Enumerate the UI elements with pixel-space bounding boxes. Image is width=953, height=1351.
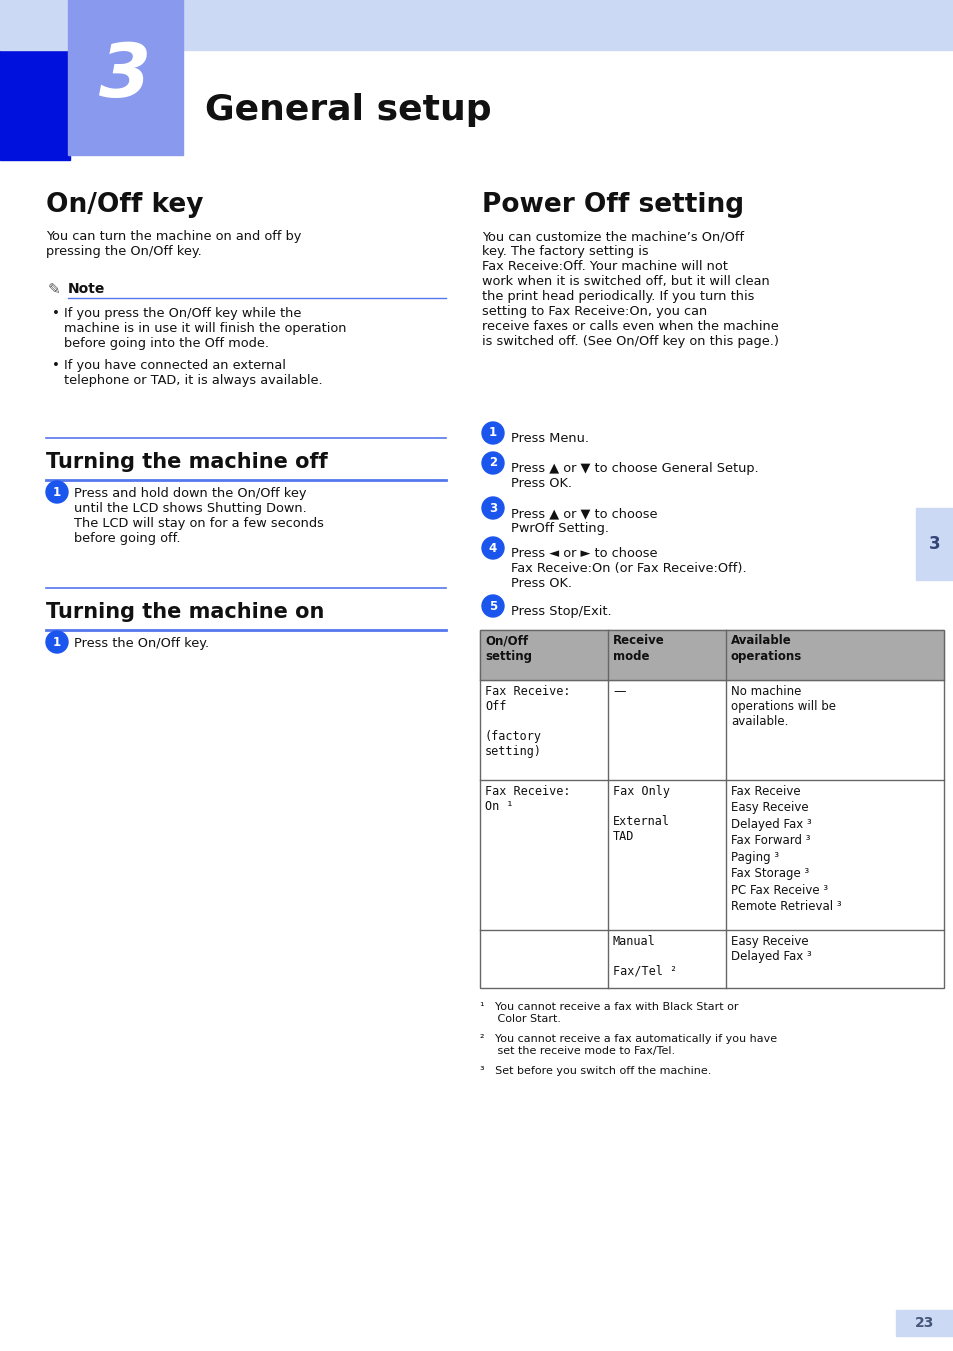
Text: Press and hold down the On/Off key
until the LCD shows Shutting Down.
The LCD wi: Press and hold down the On/Off key until… [74,486,323,544]
Circle shape [481,536,503,559]
Circle shape [481,453,503,474]
Text: •: • [52,307,60,320]
Bar [479,680,943,780]
Text: Manual

Fax/Tel ²: Manual Fax/Tel ² [613,935,677,978]
Text: You can turn the machine on and off by
pressing the On/Off key.: You can turn the machine on and off by p… [46,230,301,258]
Text: Note: Note [68,282,105,296]
Text: 23: 23 [914,1316,934,1329]
Bar [479,929,943,988]
Circle shape [481,594,503,617]
Text: Press the On/Off key.: Press the On/Off key. [74,638,209,650]
Bar [895,1310,953,1336]
Text: ³   Set before you switch off the machine.: ³ Set before you switch off the machine. [479,1066,711,1075]
Circle shape [46,481,68,503]
Text: Press Menu.: Press Menu. [511,432,588,444]
Text: Press ▲ or ▼ to choose General Setup.
Press OK.: Press ▲ or ▼ to choose General Setup. Pr… [511,462,758,490]
Text: Turning the machine off: Turning the machine off [46,453,328,471]
Text: 3: 3 [928,535,940,553]
Circle shape [481,497,503,519]
Text: On/Off key: On/Off key [46,192,203,218]
Text: 2: 2 [489,457,497,470]
Bar [68,0,183,155]
Text: 1: 1 [52,635,61,648]
Text: Easy Receive
Delayed Fax ³: Easy Receive Delayed Fax ³ [730,935,811,963]
Bar [0,0,953,50]
Bar [0,0,70,159]
Bar [479,780,943,929]
Text: Fax Receive
Easy Receive
Delayed Fax ³
Fax Forward ³
Paging ³
Fax Storage ³
PC F: Fax Receive Easy Receive Delayed Fax ³ F… [730,785,841,913]
Bar [479,630,943,680]
Text: 1: 1 [489,427,497,439]
Circle shape [481,422,503,444]
Text: General setup: General setup [205,93,491,127]
Text: •: • [52,359,60,372]
Bar [915,508,953,580]
Text: 1: 1 [52,485,61,499]
Text: Fax Only

External
TAD: Fax Only External TAD [613,785,669,843]
Text: 4: 4 [488,542,497,554]
Text: Fax Receive:
Off

(factory
setting): Fax Receive: Off (factory setting) [484,685,570,758]
Text: Press ▲ or ▼ to choose
PwrOff Setting.: Press ▲ or ▼ to choose PwrOff Setting. [511,507,657,535]
Text: If you press the On/Off key while the
machine is in use it will finish the opera: If you press the On/Off key while the ma… [64,307,346,350]
Text: On/Off
setting: On/Off setting [484,634,532,663]
Text: Available
operations: Available operations [730,634,801,663]
Text: ✎: ✎ [48,282,61,297]
Text: 5: 5 [488,600,497,612]
Text: 3: 3 [99,41,151,113]
Text: No machine
operations will be
available.: No machine operations will be available. [730,685,835,728]
Text: Power Off setting: Power Off setting [481,192,743,218]
Text: Turning the machine on: Turning the machine on [46,603,324,621]
Text: Fax Receive:
On ¹: Fax Receive: On ¹ [484,785,570,813]
Text: —: — [613,685,625,698]
Text: Press Stop/Exit.: Press Stop/Exit. [511,605,611,617]
Text: ²   You cannot receive a fax automatically if you have
     set the receive mode: ² You cannot receive a fax automatically… [479,1034,777,1055]
Text: Press ◄ or ► to choose
Fax Receive:On (or Fax Receive:Off).
Press OK.: Press ◄ or ► to choose Fax Receive:On (o… [511,547,746,590]
Text: 3: 3 [489,501,497,515]
Circle shape [46,631,68,653]
Text: If you have connected an external
telephone or TAD, it is always available.: If you have connected an external teleph… [64,359,322,386]
Bar [479,630,943,988]
Text: Receive
mode: Receive mode [613,634,664,663]
Text: ¹   You cannot receive a fax with Black Start or
     Color Start.: ¹ You cannot receive a fax with Black St… [479,1002,738,1024]
Text: You can customize the machine’s On/Off
key. The factory setting is
Fax Receive:O: You can customize the machine’s On/Off k… [481,230,779,349]
